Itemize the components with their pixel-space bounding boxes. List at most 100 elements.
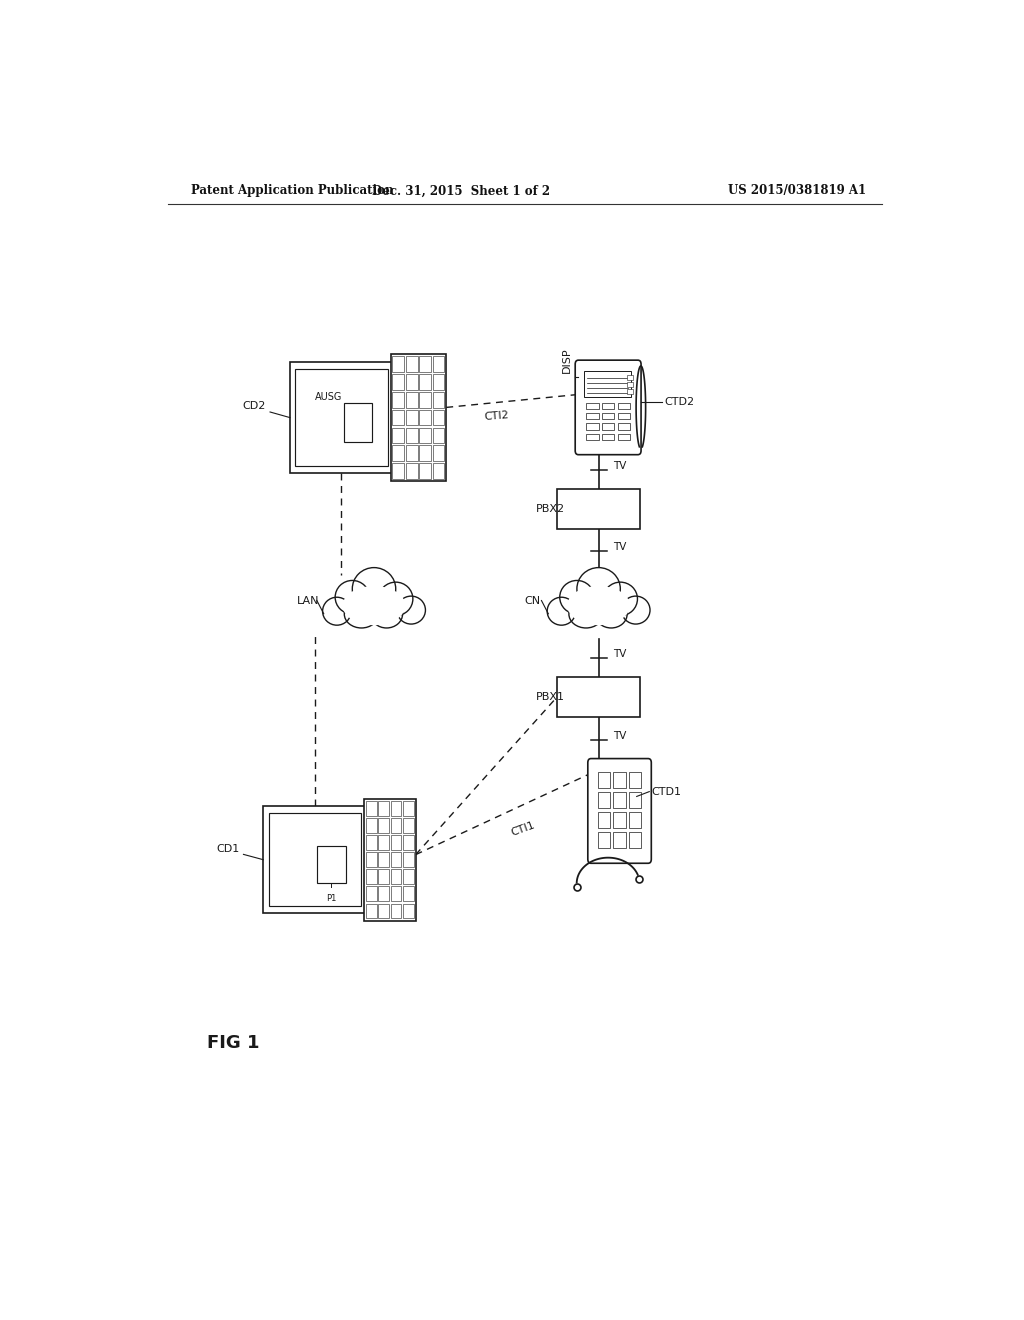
FancyBboxPatch shape xyxy=(366,870,377,884)
FancyBboxPatch shape xyxy=(378,853,389,867)
FancyBboxPatch shape xyxy=(602,424,614,429)
Text: CTD1: CTD1 xyxy=(651,787,681,796)
FancyBboxPatch shape xyxy=(598,772,610,788)
Text: TV: TV xyxy=(613,461,627,471)
FancyBboxPatch shape xyxy=(602,403,614,409)
Ellipse shape xyxy=(569,601,603,628)
FancyBboxPatch shape xyxy=(269,813,360,906)
FancyBboxPatch shape xyxy=(586,403,599,409)
FancyBboxPatch shape xyxy=(378,887,389,902)
Text: AUSG: AUSG xyxy=(315,392,343,403)
FancyBboxPatch shape xyxy=(586,424,599,429)
FancyBboxPatch shape xyxy=(391,801,401,816)
FancyBboxPatch shape xyxy=(433,428,444,444)
FancyBboxPatch shape xyxy=(391,354,446,480)
FancyBboxPatch shape xyxy=(391,904,401,919)
Ellipse shape xyxy=(371,601,402,628)
FancyBboxPatch shape xyxy=(391,853,401,867)
Ellipse shape xyxy=(603,582,638,615)
FancyBboxPatch shape xyxy=(296,368,387,466)
FancyBboxPatch shape xyxy=(586,413,599,420)
Ellipse shape xyxy=(352,568,395,610)
FancyBboxPatch shape xyxy=(263,807,367,913)
FancyBboxPatch shape xyxy=(585,371,631,397)
FancyBboxPatch shape xyxy=(391,887,401,902)
FancyBboxPatch shape xyxy=(378,904,389,919)
FancyBboxPatch shape xyxy=(433,445,444,461)
FancyBboxPatch shape xyxy=(613,812,626,828)
Ellipse shape xyxy=(335,581,370,614)
FancyBboxPatch shape xyxy=(420,409,431,425)
Text: CTI1: CTI1 xyxy=(509,820,536,838)
FancyBboxPatch shape xyxy=(403,870,414,884)
FancyBboxPatch shape xyxy=(290,362,393,474)
FancyBboxPatch shape xyxy=(598,812,610,828)
Ellipse shape xyxy=(344,601,379,628)
Text: LAN: LAN xyxy=(297,595,319,606)
FancyBboxPatch shape xyxy=(613,832,626,847)
FancyBboxPatch shape xyxy=(602,413,614,420)
FancyBboxPatch shape xyxy=(403,904,414,919)
Text: FIG 1: FIG 1 xyxy=(207,1034,260,1052)
FancyBboxPatch shape xyxy=(613,792,626,808)
FancyBboxPatch shape xyxy=(420,445,431,461)
Ellipse shape xyxy=(323,597,351,626)
FancyBboxPatch shape xyxy=(406,392,418,408)
Text: CD1: CD1 xyxy=(216,843,240,854)
FancyBboxPatch shape xyxy=(403,853,414,867)
FancyBboxPatch shape xyxy=(617,403,631,409)
FancyBboxPatch shape xyxy=(586,434,599,440)
FancyBboxPatch shape xyxy=(392,463,404,479)
FancyBboxPatch shape xyxy=(406,445,418,461)
FancyBboxPatch shape xyxy=(406,356,418,372)
Text: Patent Application Publication: Patent Application Publication xyxy=(191,185,394,198)
FancyBboxPatch shape xyxy=(366,836,377,850)
FancyBboxPatch shape xyxy=(366,818,377,833)
Text: TV: TV xyxy=(613,649,627,659)
FancyBboxPatch shape xyxy=(617,413,631,420)
Text: CN: CN xyxy=(525,595,541,606)
Ellipse shape xyxy=(622,597,650,624)
Text: PBX1: PBX1 xyxy=(536,692,565,702)
FancyBboxPatch shape xyxy=(366,887,377,902)
FancyBboxPatch shape xyxy=(378,870,389,884)
Text: CTD2: CTD2 xyxy=(665,397,695,408)
Ellipse shape xyxy=(577,568,621,610)
FancyBboxPatch shape xyxy=(392,374,404,389)
Ellipse shape xyxy=(567,586,630,626)
Ellipse shape xyxy=(547,597,575,626)
FancyBboxPatch shape xyxy=(403,818,414,833)
FancyBboxPatch shape xyxy=(406,428,418,444)
Ellipse shape xyxy=(379,582,413,615)
Text: Dec. 31, 2015  Sheet 1 of 2: Dec. 31, 2015 Sheet 1 of 2 xyxy=(373,185,550,198)
FancyBboxPatch shape xyxy=(613,772,626,788)
FancyBboxPatch shape xyxy=(433,392,444,408)
FancyBboxPatch shape xyxy=(366,904,377,919)
FancyBboxPatch shape xyxy=(391,836,401,850)
FancyBboxPatch shape xyxy=(403,887,414,902)
FancyBboxPatch shape xyxy=(420,374,431,389)
FancyBboxPatch shape xyxy=(575,360,641,454)
FancyBboxPatch shape xyxy=(557,677,640,718)
Text: TV: TV xyxy=(613,541,627,552)
FancyBboxPatch shape xyxy=(557,488,640,529)
FancyBboxPatch shape xyxy=(629,832,641,847)
FancyBboxPatch shape xyxy=(602,434,614,440)
FancyBboxPatch shape xyxy=(391,870,401,884)
Ellipse shape xyxy=(595,601,627,628)
FancyBboxPatch shape xyxy=(366,801,377,816)
Ellipse shape xyxy=(560,581,594,614)
FancyBboxPatch shape xyxy=(403,801,414,816)
Ellipse shape xyxy=(397,597,425,624)
FancyBboxPatch shape xyxy=(629,812,641,828)
Text: DISP: DISP xyxy=(561,347,571,372)
Text: US 2015/0381819 A1: US 2015/0381819 A1 xyxy=(728,185,866,198)
FancyBboxPatch shape xyxy=(629,772,641,788)
FancyBboxPatch shape xyxy=(406,409,418,425)
FancyBboxPatch shape xyxy=(420,463,431,479)
FancyBboxPatch shape xyxy=(406,374,418,389)
FancyBboxPatch shape xyxy=(406,463,418,479)
FancyBboxPatch shape xyxy=(420,428,431,444)
Text: CD2: CD2 xyxy=(243,401,266,412)
FancyBboxPatch shape xyxy=(598,792,610,808)
